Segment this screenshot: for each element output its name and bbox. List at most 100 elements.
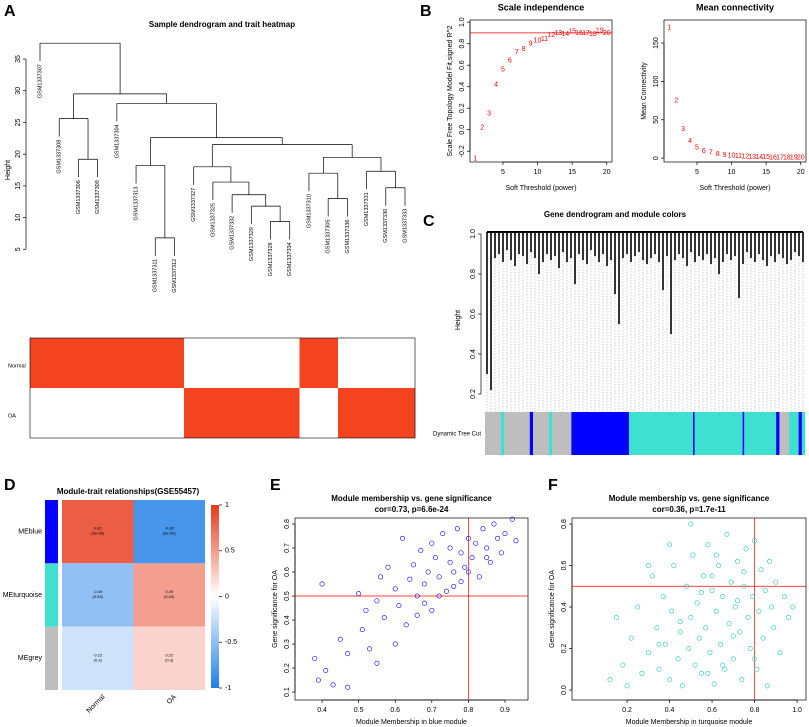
point xyxy=(656,666,662,672)
point xyxy=(465,569,471,575)
module-segment xyxy=(744,412,777,455)
module-segment xyxy=(571,412,630,455)
cell-value: -0.22 xyxy=(93,652,103,657)
trait-cell xyxy=(222,388,243,438)
y-tick-label: 0.6 xyxy=(561,561,568,571)
heatmap-cell xyxy=(133,500,205,564)
y-tick-label: 0.7 xyxy=(284,543,291,553)
point xyxy=(760,635,766,641)
row-color xyxy=(45,563,58,627)
x-tick-label: 0.2 xyxy=(622,707,632,714)
y-tick-label: 100 xyxy=(653,75,660,87)
point-label: 5 xyxy=(695,144,699,151)
trait-cell xyxy=(338,338,358,388)
point-label: 9 xyxy=(529,41,533,48)
cell-value: 0.22 xyxy=(165,652,174,657)
point-label: 7 xyxy=(515,49,519,56)
point xyxy=(337,636,343,642)
y-tick-label: 0.0 xyxy=(459,125,466,135)
x-tick-label: 0.6 xyxy=(707,707,717,714)
cell-pvalue: (0.03) xyxy=(164,594,175,599)
chart-subtitle: cor=0.73, p=6.6e-24 xyxy=(375,505,449,514)
y-tick-label: 1.0 xyxy=(470,229,477,239)
point xyxy=(781,594,787,600)
y-tick-label: 0.0 xyxy=(561,685,568,695)
point-label: 15 xyxy=(568,29,576,36)
row-label: MEturquoise xyxy=(3,592,42,599)
point xyxy=(705,670,711,676)
point xyxy=(709,587,715,593)
y-tick-label: 25 xyxy=(15,118,22,126)
trait-cell xyxy=(184,338,204,388)
module-segment xyxy=(789,412,799,455)
trait-cell xyxy=(87,388,108,438)
panel-letter: C xyxy=(423,213,435,230)
x-tick-label: 20 xyxy=(797,169,805,176)
point xyxy=(777,650,783,656)
colorbar-label: 1 xyxy=(225,502,229,509)
heatmap-cell xyxy=(133,626,205,690)
point xyxy=(656,641,662,647)
trait-cell xyxy=(203,338,223,388)
y-tick-label: 1.0 xyxy=(459,17,466,27)
point xyxy=(741,569,747,575)
y-tick-label: 0.4 xyxy=(459,82,466,92)
y-tick-label: 35 xyxy=(15,55,22,63)
trait-cell xyxy=(107,388,127,438)
point-label: 19 xyxy=(790,155,798,162)
point xyxy=(359,627,365,633)
trait-cell xyxy=(357,338,377,388)
x-tick-label: 0.8 xyxy=(464,707,474,714)
x-axis-label: Module Membership in turquoise module xyxy=(626,719,753,726)
point xyxy=(645,650,651,656)
module-segment xyxy=(549,412,553,455)
point xyxy=(451,583,457,589)
y-axis-label: Height xyxy=(5,160,12,180)
y-tick-label: 0.4 xyxy=(284,615,291,625)
leaf-label: GSM1337328 xyxy=(268,242,274,276)
point-label: 17 xyxy=(776,154,784,161)
point xyxy=(677,629,683,635)
leaf-label: GSM1337332 xyxy=(230,216,236,250)
point xyxy=(730,656,736,662)
module-segment xyxy=(801,412,806,455)
leaf-label: GSM1337308 xyxy=(57,140,63,174)
point-label: 8 xyxy=(522,46,526,53)
row-label: MEblue xyxy=(18,529,42,536)
point xyxy=(458,550,464,556)
leaf-label: GSM1337312 xyxy=(172,259,178,293)
point xyxy=(722,666,728,672)
point xyxy=(711,681,717,687)
point-label: 10 xyxy=(728,153,736,160)
point xyxy=(465,535,471,541)
point xyxy=(628,635,634,641)
point xyxy=(752,656,758,662)
point xyxy=(718,641,724,647)
point xyxy=(650,573,656,579)
heatmap-cell xyxy=(62,626,134,690)
trait-cell xyxy=(126,338,146,388)
point-label: 1 xyxy=(473,156,477,163)
point xyxy=(381,615,387,621)
point-label: 4 xyxy=(688,138,692,145)
point xyxy=(667,677,673,683)
point xyxy=(786,614,792,620)
point xyxy=(694,600,700,606)
point xyxy=(690,552,696,558)
colorbar-label: 0 xyxy=(225,593,229,600)
point xyxy=(454,526,460,532)
point xyxy=(624,683,630,689)
point xyxy=(392,586,398,592)
point xyxy=(374,660,380,666)
y-tick-label: 150 xyxy=(653,37,660,49)
point xyxy=(747,646,753,652)
module-segment xyxy=(693,412,695,455)
point xyxy=(495,535,501,541)
point xyxy=(421,600,427,606)
trait-cell xyxy=(357,388,377,438)
point xyxy=(345,651,351,657)
point xyxy=(679,683,685,689)
leaf-label: GSM1337313 xyxy=(134,187,140,221)
leaf-label: GSM1337310 xyxy=(306,194,312,228)
leaf-label: GSM1337336 xyxy=(345,220,351,254)
